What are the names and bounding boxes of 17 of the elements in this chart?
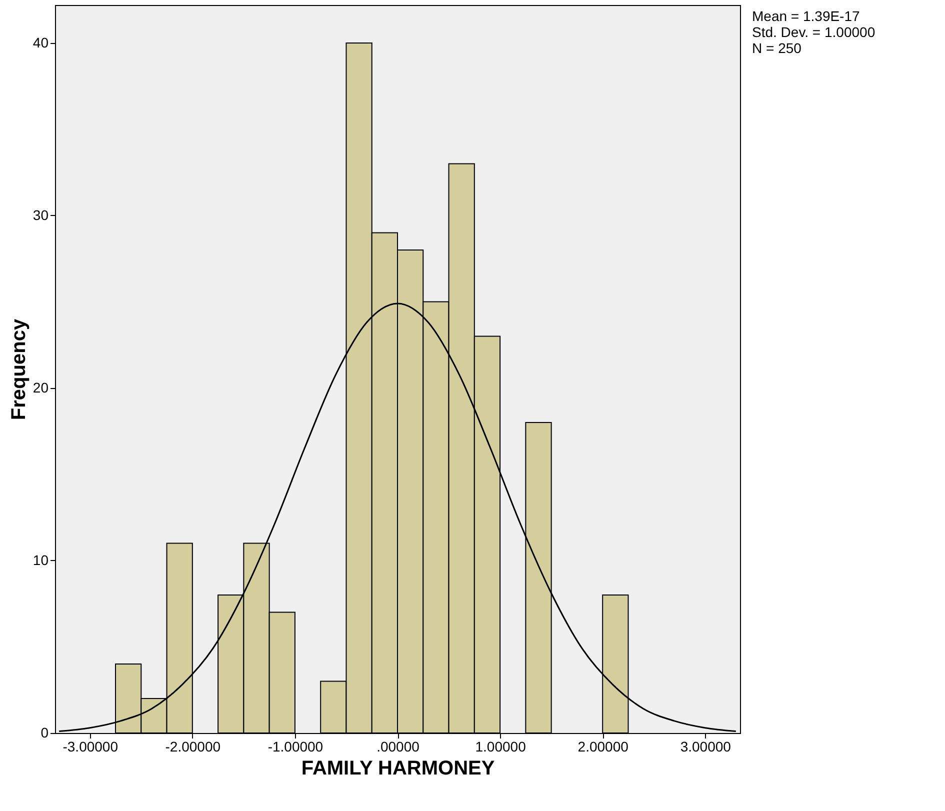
y-tick-label: 40	[32, 34, 49, 50]
x-tick-label: 2.00000	[578, 738, 629, 754]
x-tick-label: .00000	[376, 738, 420, 754]
x-axis-title: FAMILY HARMONEY	[301, 758, 496, 780]
x-tick-label: 1.00000	[475, 738, 526, 754]
y-axis-title: Frequency	[8, 318, 30, 420]
x-tick-label: -1.00000	[268, 738, 324, 754]
y-tick-label: 0	[40, 724, 49, 740]
text: Std. Dev. = 1.00000	[752, 24, 876, 40]
x-tick-label: -3.00000	[62, 738, 118, 754]
text: Mean = 1.39E-17	[752, 8, 860, 24]
text: N = 250	[752, 40, 802, 56]
y-tick-label: 30	[32, 206, 49, 223]
y-tick-label: 10	[32, 552, 49, 568]
x-tick-label: -2.00000	[165, 738, 221, 754]
y-tick-label: 20	[32, 379, 49, 396]
x-tick-label: 3.00000	[680, 738, 732, 754]
